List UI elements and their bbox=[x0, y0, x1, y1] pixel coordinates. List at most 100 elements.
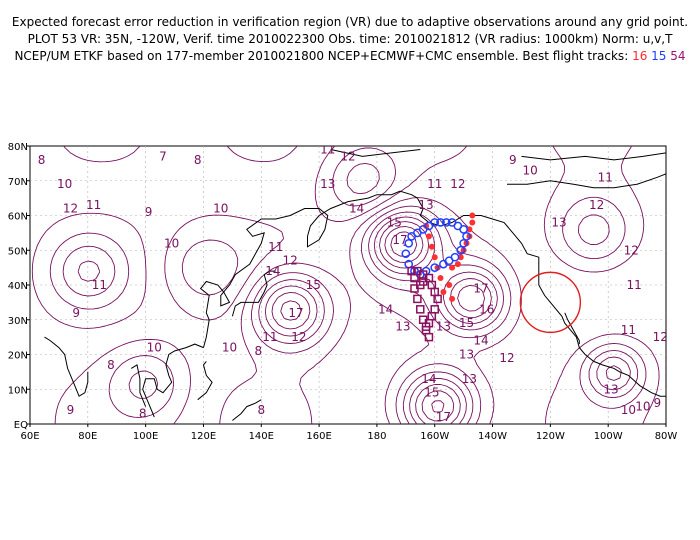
track-red-point bbox=[446, 282, 453, 288]
contour-label: 15 bbox=[424, 386, 439, 400]
track-blue-point bbox=[462, 232, 471, 241]
track-blue-point bbox=[404, 238, 414, 248]
track-red-point bbox=[437, 275, 444, 282]
contour-label: 9 bbox=[67, 403, 75, 417]
contour-label: 12 bbox=[499, 351, 514, 365]
contour-label: 11 bbox=[268, 240, 283, 254]
lon-tick-label: 160E bbox=[306, 431, 331, 442]
track-blue-point bbox=[459, 238, 468, 248]
title-line-1: Expected forecast error reduction in ver… bbox=[11, 15, 689, 29]
coastlines bbox=[44, 149, 666, 421]
coastline-segment bbox=[507, 173, 666, 189]
contour-label: 16 bbox=[479, 302, 494, 316]
track-purple-point bbox=[416, 280, 425, 290]
axis-labels: 60E 80E 100E 120E 140E 160E 180 160W 140W 120W 100… bbox=[8, 142, 678, 442]
track-blue-point bbox=[450, 252, 460, 262]
contour-lines bbox=[31, 146, 660, 424]
track-blue-point bbox=[459, 225, 468, 234]
lon-tick-label: 120E bbox=[191, 431, 216, 442]
contour-label: 12 bbox=[653, 330, 668, 344]
contour-label: 11 bbox=[262, 330, 277, 344]
contour-label: 10 bbox=[147, 341, 162, 355]
contour-label: 7 bbox=[159, 149, 167, 163]
coastline-segment bbox=[232, 399, 262, 421]
lat-tick-label: 80N bbox=[8, 142, 28, 153]
lon-tick-label: 100E bbox=[133, 431, 158, 442]
lat-tick-label: 50N bbox=[8, 246, 28, 257]
track-red-label: 16 bbox=[632, 49, 648, 63]
lat-tick-label: 30N bbox=[8, 316, 28, 327]
track-purple-point bbox=[416, 305, 425, 314]
lon-tick-label: 120W bbox=[536, 431, 565, 442]
flight-tracks bbox=[401, 212, 476, 342]
lon-tick-label: 160W bbox=[420, 431, 449, 442]
contour-label: 10 bbox=[213, 202, 228, 216]
coastline-segment bbox=[197, 361, 213, 401]
figure-header: Expected forecast error reduction in ver… bbox=[0, 14, 700, 65]
contour-label: 10 bbox=[164, 236, 179, 250]
contour-label: 13 bbox=[459, 348, 474, 362]
lat-tick-label: EQ bbox=[14, 420, 28, 431]
track-red-point bbox=[428, 243, 435, 250]
contour-label: 8 bbox=[38, 153, 46, 167]
track-blue-point bbox=[430, 218, 440, 227]
contour-label: 9 bbox=[654, 396, 662, 410]
contour-label: 8 bbox=[139, 407, 147, 421]
coastline-segment bbox=[330, 149, 421, 157]
title-line-3-prefix: NCEP/UM ETKF based on 177-member 2010021… bbox=[14, 49, 629, 63]
contour-label: 10 bbox=[522, 163, 537, 177]
coastline-segment bbox=[416, 197, 666, 397]
lat-tick-label: 20N bbox=[8, 351, 28, 362]
track-blue-point bbox=[430, 263, 440, 272]
contour-label: 11 bbox=[92, 278, 107, 292]
track-red-point bbox=[469, 212, 476, 219]
contour-label: 9 bbox=[72, 306, 80, 320]
contour-label: 13 bbox=[395, 320, 410, 334]
lat-tick-label: 40N bbox=[8, 281, 28, 292]
contour-label: 14 bbox=[349, 202, 364, 216]
contour-label: 11 bbox=[664, 361, 679, 375]
contour-label: 9 bbox=[145, 205, 153, 219]
contour-label: 12 bbox=[624, 243, 639, 257]
lon-tick-label: 140W bbox=[478, 431, 507, 442]
contour-label: 10 bbox=[57, 177, 72, 191]
coastline-segment bbox=[44, 336, 89, 397]
track-purple-point bbox=[413, 294, 422, 304]
contour-label: 13 bbox=[320, 177, 335, 191]
lon-tick-label: 60E bbox=[20, 431, 39, 442]
contour-label: 17 bbox=[288, 306, 303, 320]
contour-label: 15 bbox=[387, 215, 402, 229]
contour-label: 13 bbox=[551, 215, 566, 229]
lon-tick-label: 100W bbox=[594, 431, 623, 442]
contour-label: 11 bbox=[627, 278, 642, 292]
contour-label: 13 bbox=[462, 372, 477, 386]
contour-label: 12 bbox=[340, 149, 355, 163]
contour-label: 15 bbox=[459, 316, 474, 330]
lat-tick-label: 70N bbox=[8, 177, 28, 188]
coastline-segment bbox=[521, 152, 666, 161]
track-red-point bbox=[425, 233, 432, 240]
contour-label: 11 bbox=[320, 142, 335, 156]
contour-label: 17 bbox=[473, 281, 488, 295]
contour-label: 12 bbox=[63, 202, 78, 216]
track-red-point bbox=[466, 226, 473, 233]
title-line-3: NCEP/UM ETKF based on 177-member 2010021… bbox=[0, 48, 700, 65]
track-blue-label: 15 bbox=[651, 49, 667, 63]
coastline-segment bbox=[564, 312, 580, 345]
track-red-point bbox=[457, 254, 464, 261]
contour-label: 12 bbox=[589, 198, 604, 212]
track-red-point bbox=[449, 295, 456, 302]
lat-tick-label: 60N bbox=[8, 212, 28, 223]
contour-label: 14 bbox=[473, 334, 488, 348]
contour-label: 10 bbox=[621, 403, 636, 417]
contour-label: 10 bbox=[664, 309, 679, 323]
graticule bbox=[30, 146, 666, 424]
contour-label: 11 bbox=[621, 323, 636, 337]
lat-tick-label: 10N bbox=[8, 385, 28, 396]
track-purple-point bbox=[433, 294, 442, 304]
contour-label: 11 bbox=[86, 198, 101, 212]
track-red-point bbox=[449, 264, 456, 271]
contour-label: 14 bbox=[378, 302, 393, 316]
verification-region bbox=[519, 271, 582, 334]
contour-label: 9 bbox=[509, 153, 517, 167]
